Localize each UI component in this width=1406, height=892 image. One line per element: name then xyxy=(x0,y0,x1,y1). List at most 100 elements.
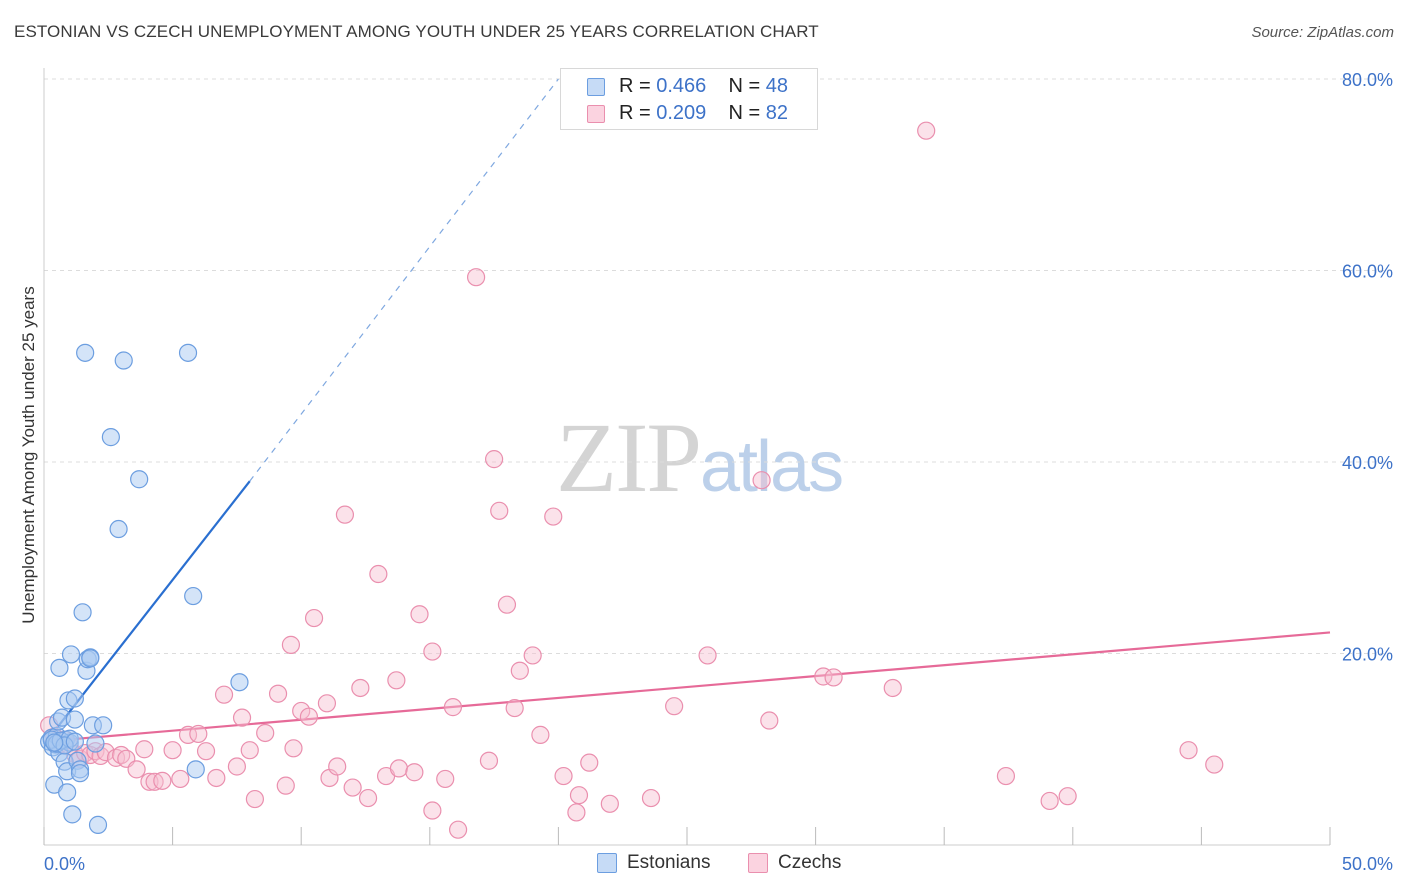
estonians-point xyxy=(114,351,133,370)
estonians-point xyxy=(94,716,113,735)
czechs-point xyxy=(1040,791,1059,811)
estonians-point xyxy=(101,428,120,447)
czechs-point xyxy=(343,778,362,797)
czechs-point xyxy=(387,671,406,690)
czechs-point xyxy=(917,121,936,140)
estonians-point xyxy=(70,764,90,783)
correlation-legend: R = 0.466 N = 48 R = 0.209 N = 82 xyxy=(560,68,818,130)
estonians-point xyxy=(130,470,149,489)
czechs-point xyxy=(497,595,517,614)
czechs-point xyxy=(443,698,463,717)
y-tick-label-80: 80.0% xyxy=(1342,70,1393,90)
trend-lines xyxy=(43,78,1331,746)
czechs-point xyxy=(752,471,771,490)
y-tick-label-60: 60.0% xyxy=(1342,262,1393,282)
czechs-point xyxy=(1058,787,1077,806)
czechs-swatch xyxy=(587,105,605,123)
czechs-point xyxy=(641,788,661,808)
czechs-point xyxy=(284,739,303,758)
czechs-point xyxy=(569,786,589,805)
estonians-legend-label: Estonians xyxy=(627,852,711,873)
czechs-point xyxy=(135,740,154,759)
czechs-point xyxy=(171,769,190,789)
czechs-point xyxy=(665,697,684,716)
czechs-point xyxy=(510,661,529,680)
czechs-point xyxy=(996,766,1016,786)
estonians-point xyxy=(88,815,108,834)
czechs-point xyxy=(335,505,355,524)
czechs-point xyxy=(207,768,226,788)
czechs-point xyxy=(163,741,182,760)
czechs-n-value: 82 xyxy=(765,102,789,124)
czechs-point xyxy=(227,757,246,776)
grid-lines xyxy=(44,78,1392,654)
czechs-point xyxy=(189,724,208,744)
czechs-point xyxy=(410,605,429,624)
czechs-stats: R = 0.209 N = 82 xyxy=(619,102,788,125)
estonians-point xyxy=(61,645,81,664)
czechs-point xyxy=(531,725,550,744)
czechs-point xyxy=(698,646,717,665)
estonians-trend-dashed xyxy=(249,78,559,482)
estonians-point xyxy=(186,760,205,779)
czechs-point xyxy=(554,766,573,786)
chart-title: ESTONIAN VS CZECH UNEMPLOYMENT AMONG YOU… xyxy=(14,22,819,41)
estonians-point xyxy=(184,586,203,606)
estonians-point xyxy=(109,519,128,539)
czechs-point xyxy=(466,268,486,287)
czechs-point xyxy=(245,789,265,809)
czechs-point xyxy=(369,564,388,584)
czechs-point xyxy=(423,801,442,820)
estonians-legend-swatch xyxy=(597,853,617,873)
estonians-point xyxy=(76,343,95,362)
czechs-point xyxy=(268,684,288,703)
estonians-point xyxy=(63,805,82,824)
estonians-n-value: 48 xyxy=(765,75,789,97)
estonians-point xyxy=(50,658,69,677)
czechs-point xyxy=(580,753,599,772)
czechs-point xyxy=(567,803,586,822)
czechs-point xyxy=(232,708,252,727)
estonians-point xyxy=(65,732,84,751)
czechs-point xyxy=(127,760,146,779)
y-tick-label-20: 20.0% xyxy=(1342,645,1393,665)
watermark-zip: ZIP xyxy=(556,402,702,513)
czechs-point xyxy=(505,698,524,718)
czechs-point xyxy=(317,694,337,713)
estonians-point xyxy=(86,734,105,753)
czechs-point xyxy=(140,772,159,791)
x-tick-label-50: 50.0% xyxy=(1342,854,1393,874)
czechs-point xyxy=(358,788,378,808)
czechs-r-label: R = xyxy=(619,102,651,124)
estonians-point xyxy=(65,710,84,729)
czechs-point xyxy=(436,769,455,789)
estonians-stats: R = 0.466 N = 48 xyxy=(619,75,788,98)
estonians-swatch xyxy=(587,78,605,96)
czechs-point xyxy=(256,723,275,743)
czechs-point xyxy=(760,711,779,730)
czechs-n-label: N = xyxy=(728,102,761,124)
czechs-point xyxy=(276,776,295,795)
czechs-point xyxy=(523,646,542,665)
czechs-point xyxy=(600,794,619,813)
czechs-r-value: 0.209 xyxy=(656,102,707,124)
czechs-point xyxy=(304,608,324,628)
estonians-r-label: R = xyxy=(619,75,651,97)
czechs-trend-line xyxy=(43,631,1331,743)
estonians-point xyxy=(65,689,84,708)
estonians-point xyxy=(178,343,198,362)
y-tick-label-40: 40.0% xyxy=(1342,453,1393,473)
data-points xyxy=(40,121,1224,839)
estonians-n-label: N = xyxy=(728,75,761,97)
czechs-point xyxy=(544,507,563,526)
axes xyxy=(43,68,1331,846)
czechs-point xyxy=(389,759,409,778)
estonians-r-value: 0.466 xyxy=(656,75,707,97)
czechs-point xyxy=(351,678,370,698)
czechs-point xyxy=(448,820,468,839)
czechs-point xyxy=(196,742,216,761)
czechs-legend-label: Czechs xyxy=(778,852,842,873)
tick-labels: 20.0% 40.0% 60.0% 80.0% 0.0% 50.0% xyxy=(44,70,1393,874)
czechs-point xyxy=(153,771,172,790)
